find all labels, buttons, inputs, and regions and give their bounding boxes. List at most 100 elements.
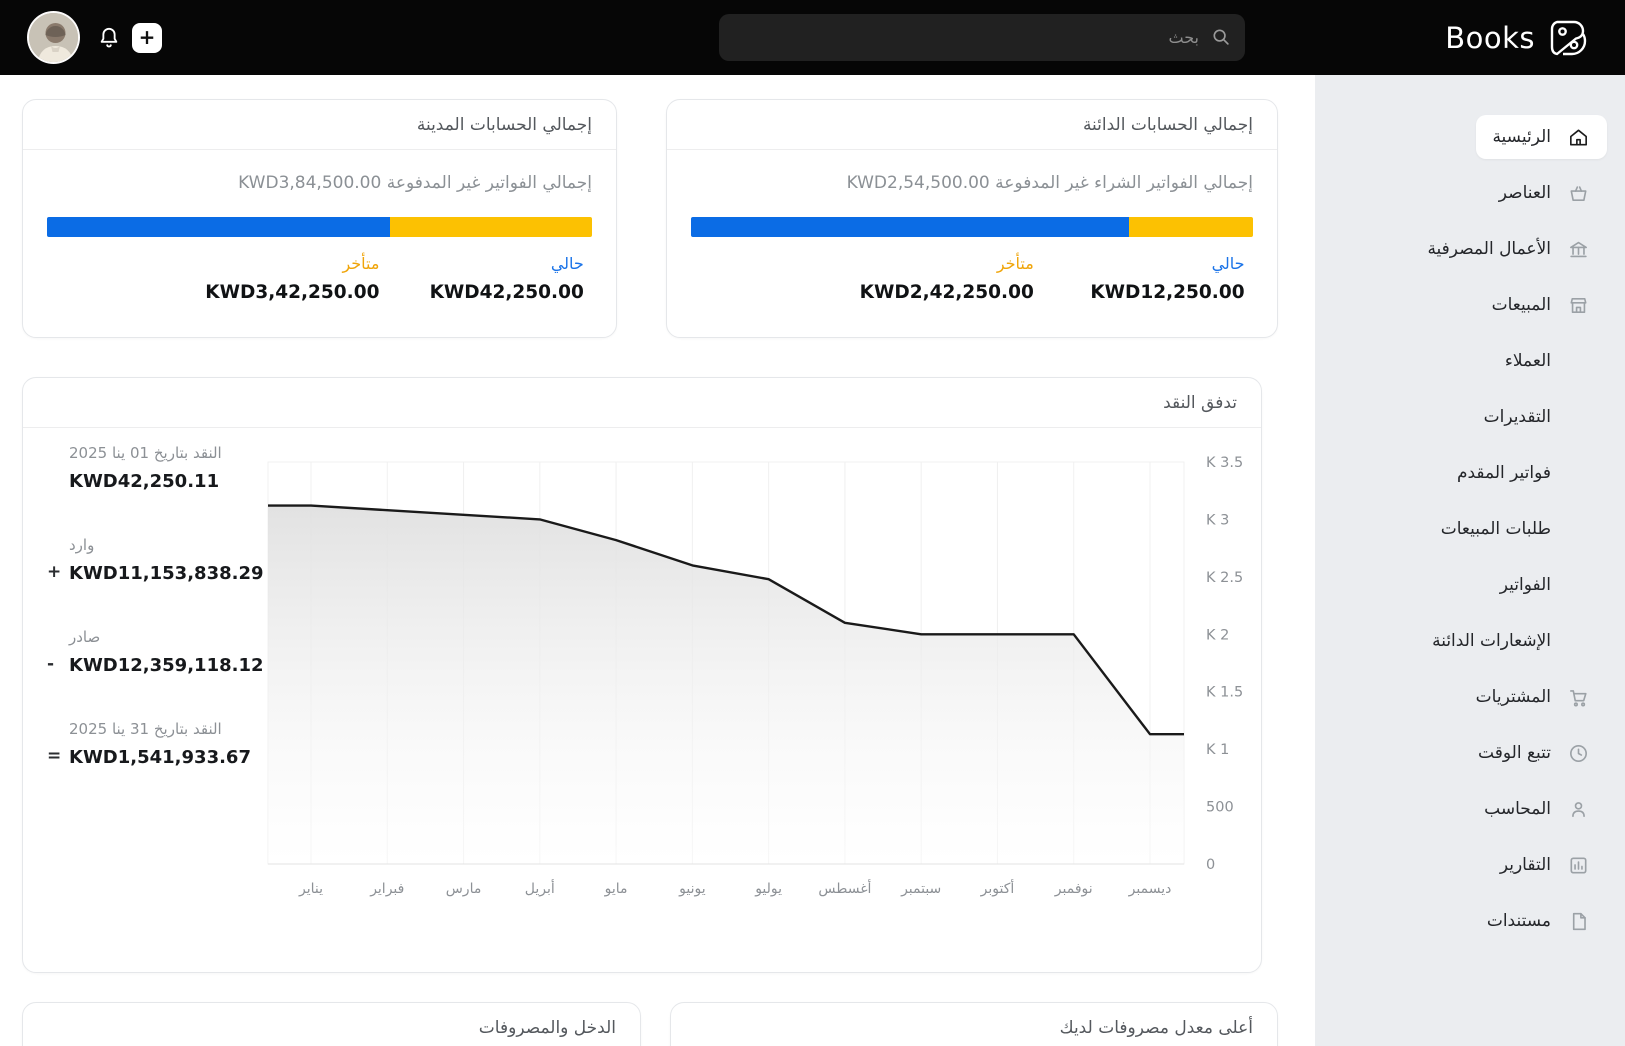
sidebar-item-5[interactable]: التقديرات bbox=[1468, 395, 1607, 439]
svg-text:سبتمبر: سبتمبر bbox=[900, 881, 941, 897]
payables-unpaid-total: إجمالي الفواتير الشراء غير المدفوعة KWD2… bbox=[846, 173, 1253, 193]
svg-text:K 2.5: K 2.5 bbox=[1206, 570, 1243, 586]
total-receivables-card: إجمالي الحسابات المدينة إجمالي الفواتير … bbox=[22, 99, 617, 338]
accountant-icon bbox=[1565, 796, 1591, 822]
receivables-unpaid-total: إجمالي الفواتير غير المدفوعة KWD3,84,500… bbox=[238, 173, 592, 193]
search-input[interactable] bbox=[719, 14, 1245, 61]
topbar: + Books bbox=[0, 0, 1625, 75]
sidebar-item-label: الرئيسية bbox=[1492, 127, 1551, 147]
sidebar-item-9[interactable]: الإشعارات الدائنة bbox=[1416, 619, 1607, 663]
search-icon bbox=[1210, 26, 1232, 48]
receivables-overdue-block: متأخر KWD3,42,250.00 bbox=[205, 254, 379, 303]
cashflow-incoming: وارد + KWD11,153,838.29 bbox=[47, 536, 264, 584]
sidebar-item-0[interactable]: الرئيسية bbox=[1476, 115, 1607, 159]
reports-icon bbox=[1565, 852, 1591, 878]
svg-text:أغسطس: أغسطس bbox=[818, 879, 871, 897]
payables-card-title: إجمالي الحسابات الدائنة bbox=[667, 100, 1277, 150]
payables-current-segment bbox=[691, 217, 1130, 237]
svg-text:K 1.5: K 1.5 bbox=[1206, 685, 1243, 701]
income-expense-card-title: الدخل والمصروفات bbox=[23, 1003, 640, 1046]
sidebar-item-14[interactable]: مستندات bbox=[1471, 899, 1607, 943]
sidebar-item-10[interactable]: المشتريات bbox=[1460, 675, 1607, 719]
clock-icon bbox=[1565, 740, 1591, 766]
sidebar-item-label: مستندات bbox=[1486, 911, 1551, 931]
svg-text:يناير: يناير bbox=[298, 881, 323, 897]
payables-overdue-segment bbox=[1129, 217, 1253, 237]
income-expense-card: الدخل والمصروفات bbox=[22, 1002, 641, 1046]
total-payables-card: إجمالي الحسابات الدائنة إجمالي الفواتير … bbox=[666, 99, 1278, 338]
top-expenses-card: أعلى معدل مصروفات لديك bbox=[670, 1002, 1278, 1046]
svg-text:يونيو: يونيو bbox=[678, 881, 706, 897]
cashflow-summary: النقد بتاريخ 01 ينا 2025 KWD42,250.11 وا… bbox=[47, 444, 275, 812]
receivables-split-bar bbox=[47, 217, 592, 237]
home-icon bbox=[1565, 124, 1591, 150]
cart-icon bbox=[1565, 684, 1591, 710]
svg-text:K 1: K 1 bbox=[1206, 742, 1229, 758]
top-expenses-card-title: أعلى معدل مصروفات لديك bbox=[671, 1003, 1277, 1046]
sidebar-nav: الرئيسية العناصر الأعمال المصرفية المبيعات ا… bbox=[1315, 75, 1625, 1046]
sidebar-item-label: العملاء bbox=[1504, 351, 1551, 371]
sidebar-item-3[interactable]: المبيعات bbox=[1476, 283, 1607, 327]
svg-text:K 2: K 2 bbox=[1206, 627, 1229, 643]
no-icon bbox=[1565, 628, 1591, 654]
receivables-current-block: حالي KWD42,250.00 bbox=[430, 254, 584, 303]
svg-text:K 3.5: K 3.5 bbox=[1206, 455, 1243, 471]
store-icon bbox=[1565, 292, 1591, 318]
sidebar-item-7[interactable]: طلبات المبيعات bbox=[1425, 507, 1607, 551]
svg-text:0: 0 bbox=[1206, 857, 1215, 873]
svg-text:أبريل: أبريل bbox=[525, 879, 555, 897]
no-icon bbox=[1565, 348, 1591, 374]
sidebar-item-label: الأعمال المصرفية bbox=[1427, 239, 1551, 259]
app-brand: Books bbox=[1445, 0, 1588, 75]
svg-text:نوفمبر: نوفمبر bbox=[1054, 881, 1093, 897]
sidebar-item-6[interactable]: فواتير المقدم bbox=[1441, 451, 1607, 495]
books-logo-icon bbox=[1548, 18, 1588, 58]
bank-icon bbox=[1565, 236, 1591, 262]
svg-text:يوليو: يوليو bbox=[754, 881, 782, 897]
receivables-overdue-segment bbox=[390, 217, 592, 237]
overdue-label: متأخر bbox=[996, 254, 1034, 273]
sidebar-item-label: العناصر bbox=[1498, 183, 1551, 203]
no-icon bbox=[1565, 460, 1591, 486]
global-search bbox=[719, 14, 1245, 61]
payables-current-block: حالي KWD12,250.00 bbox=[1090, 254, 1244, 303]
sidebar-item-13[interactable]: التقارير bbox=[1484, 843, 1607, 887]
sidebar-item-1[interactable]: العناصر bbox=[1483, 171, 1607, 215]
sidebar-item-label: الإشعارات الدائنة bbox=[1432, 631, 1551, 651]
cashflow-outgoing: صادر - KWD12,359,118.12 bbox=[47, 628, 264, 676]
sidebar-item-11[interactable]: تتبع الوقت bbox=[1462, 731, 1607, 775]
sidebar-item-4[interactable]: العملاء bbox=[1489, 339, 1607, 383]
user-avatar[interactable] bbox=[27, 11, 80, 64]
overdue-amount: KWD2,42,250.00 bbox=[859, 282, 1034, 303]
no-icon bbox=[1565, 516, 1591, 542]
sidebar-item-label: التقارير bbox=[1499, 855, 1551, 875]
sidebar-item-8[interactable]: الفواتير bbox=[1484, 563, 1607, 607]
svg-text:أكتوبر: أكتوبر bbox=[980, 879, 1015, 897]
current-amount: KWD42,250.00 bbox=[429, 282, 584, 303]
sidebar-item-label: المبيعات bbox=[1491, 295, 1551, 315]
payables-overdue-block: متأخر KWD2,42,250.00 bbox=[860, 254, 1034, 303]
no-icon bbox=[1565, 404, 1591, 430]
notifications-bell-icon[interactable] bbox=[96, 25, 122, 51]
cashflow-closing-balance: النقد بتاريخ 31 ينا 2025 = KWD1,541,933.… bbox=[47, 720, 251, 768]
sidebar-item-label: تتبع الوقت bbox=[1478, 743, 1551, 763]
sidebar-item-2[interactable]: الأعمال المصرفية bbox=[1411, 227, 1607, 271]
sidebar-item-label: الفواتير bbox=[1499, 575, 1551, 595]
dashboard-main: إجمالي الحسابات المدينة إجمالي الفواتير … bbox=[0, 75, 1315, 1046]
sidebar-item-label: فواتير المقدم bbox=[1456, 463, 1551, 483]
sidebar-item-label: التقديرات bbox=[1483, 407, 1551, 427]
svg-text:فبراير: فبراير bbox=[369, 881, 404, 897]
overdue-label: متأخر bbox=[342, 254, 380, 273]
svg-text:ديسمبر: ديسمبر bbox=[1128, 881, 1172, 897]
svg-text:K 3: K 3 bbox=[1206, 512, 1229, 528]
current-label: حالي bbox=[550, 254, 584, 273]
svg-text:500: 500 bbox=[1206, 800, 1234, 816]
sidebar-item-12[interactable]: المحاسب bbox=[1468, 787, 1607, 831]
no-icon bbox=[1565, 572, 1591, 598]
quick-create-button[interactable]: + bbox=[132, 23, 162, 53]
sidebar-item-label: طلبات المبيعات bbox=[1440, 519, 1551, 539]
cashflow-card: تدفق النقد يناير فبراير مارس أبريل مايو يونيو… bbox=[22, 377, 1262, 973]
cashflow-card-title: تدفق النقد bbox=[23, 378, 1261, 428]
payables-split-bar bbox=[691, 217, 1253, 237]
receivables-current-segment bbox=[47, 217, 391, 237]
